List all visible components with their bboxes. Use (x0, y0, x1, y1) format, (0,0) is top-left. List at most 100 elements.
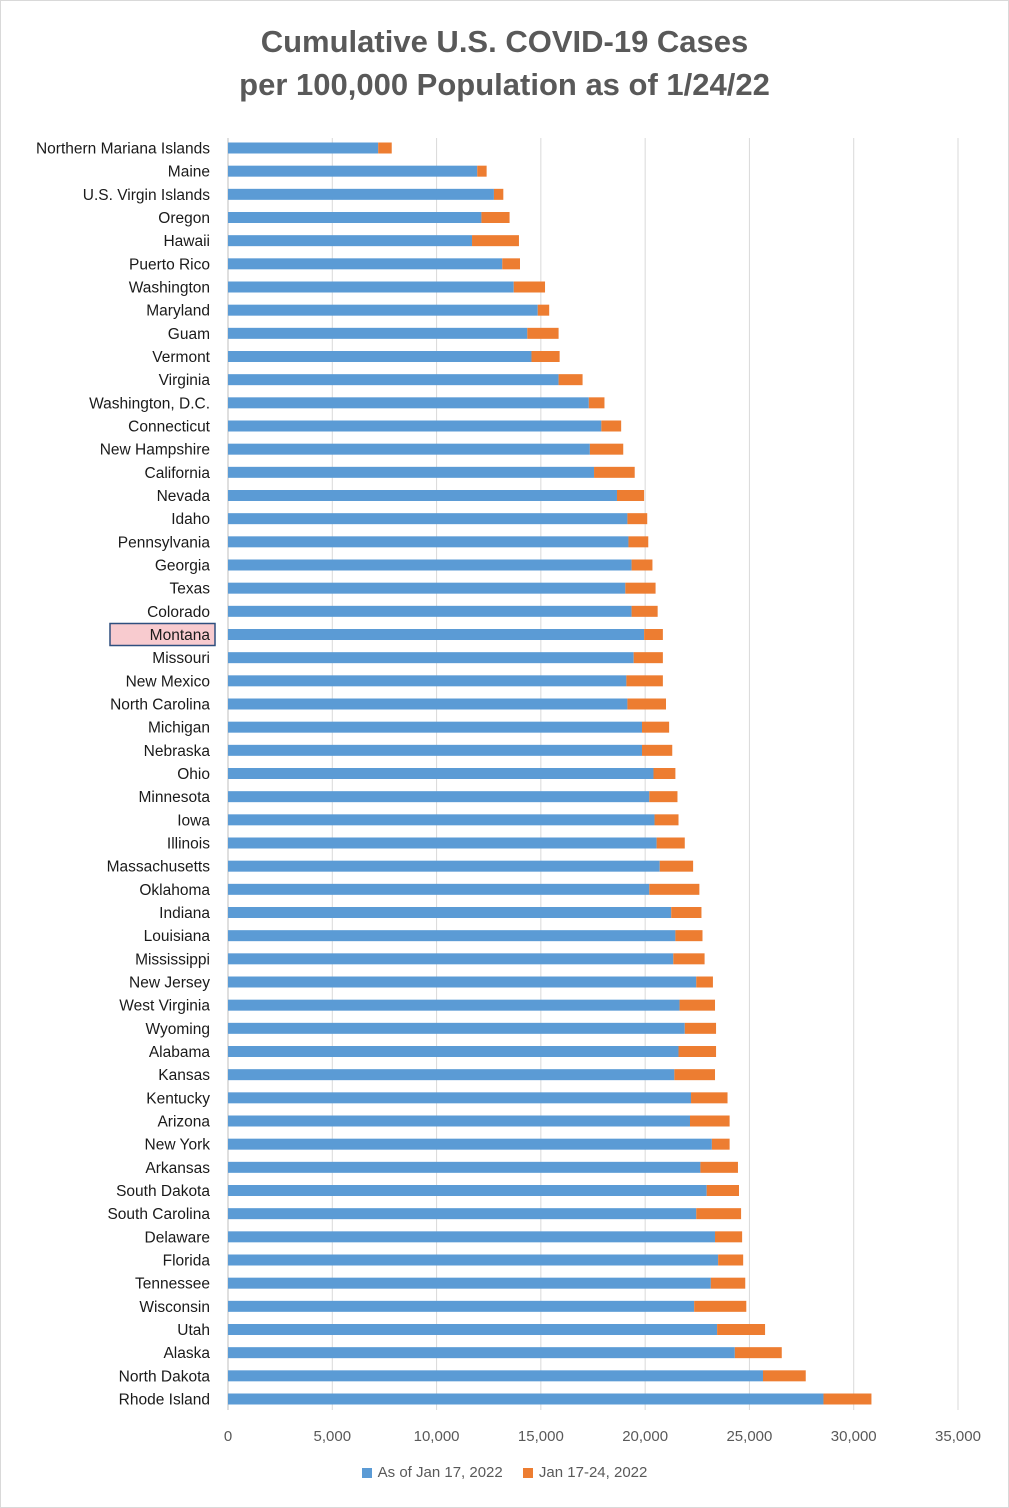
bar-jan-17-24 (649, 883, 700, 895)
category-label: Missouri (152, 650, 210, 667)
bar-as-of-jan-17 (228, 235, 473, 247)
bar-jan-17-24 (718, 1254, 744, 1266)
bar-as-of-jan-17 (228, 397, 589, 409)
category-label: Pennsylvania (118, 534, 211, 551)
bar-jan-17-24 (696, 976, 713, 988)
category-label: Florida (163, 1253, 211, 1270)
bar-jan-17-24 (678, 1046, 717, 1057)
bar-jan-17-24 (671, 907, 702, 918)
category-label: Guam (168, 326, 210, 343)
category-label: Louisiana (144, 928, 211, 945)
category-label: Oregon (158, 210, 210, 227)
bar-jan-17-24 (762, 1370, 806, 1382)
category-label: Michigan (148, 720, 210, 737)
legend-label-series-0: As of Jan 17, 2022 (377, 1464, 503, 1481)
category-label: Minnesota (138, 789, 210, 806)
legend-label-series-1: Jan 17-24, 2022 (538, 1464, 648, 1481)
bars (228, 142, 872, 1405)
bar-jan-17-24 (675, 930, 703, 942)
bar-jan-17-24 (588, 397, 605, 409)
bar-as-of-jan-17 (228, 1208, 697, 1220)
bar-as-of-jan-17 (228, 721, 643, 733)
bar-as-of-jan-17 (228, 1046, 679, 1057)
category-label: Alabama (149, 1044, 211, 1061)
bar-jan-17-24 (710, 1277, 746, 1289)
category-label: South Carolina (107, 1206, 210, 1223)
category-label: South Dakota (116, 1183, 210, 1200)
bar-jan-17-24 (673, 953, 705, 965)
bar-jan-17-24 (653, 768, 676, 779)
x-tick-label: 5,000 (314, 1428, 352, 1445)
bar-jan-17-24 (477, 165, 487, 177)
category-label: Wisconsin (139, 1299, 210, 1316)
category-label: Puerto Rico (129, 256, 210, 273)
bar-jan-17-24 (717, 1324, 766, 1335)
bar-jan-17-24 (823, 1393, 872, 1405)
bar-jan-17-24 (711, 1138, 730, 1150)
category-label: Ohio (177, 766, 210, 783)
category-label: New Jersey (129, 975, 210, 992)
bar-jan-17-24 (589, 443, 624, 455)
category-label: Colorado (147, 604, 210, 621)
bar-jan-17-24 (472, 235, 519, 247)
bar-as-of-jan-17 (228, 374, 559, 386)
category-label: Wyoming (146, 1021, 210, 1038)
bar-as-of-jan-17 (228, 791, 650, 803)
bar-as-of-jan-17 (228, 1393, 824, 1405)
chart-title-line-1: Cumulative U.S. COVID-19 Cases (260, 24, 749, 59)
bar-jan-17-24 (659, 860, 694, 872)
category-label: West Virginia (119, 998, 210, 1015)
bar-as-of-jan-17 (228, 860, 660, 872)
bar-as-of-jan-17 (228, 953, 674, 965)
bar-jan-17-24 (654, 814, 679, 826)
legend-swatch-series-0 (361, 1467, 372, 1478)
category-label: Hawaii (163, 233, 210, 250)
x-tick-label: 10,000 (414, 1428, 460, 1445)
bar-jan-17-24 (625, 582, 656, 594)
category-label: California (145, 465, 211, 482)
bar-jan-17-24 (694, 1300, 747, 1312)
bar-jan-17-24 (644, 629, 663, 640)
bar-jan-17-24 (537, 304, 550, 316)
bar-as-of-jan-17 (228, 420, 602, 432)
bar-jan-17-24 (674, 1069, 716, 1081)
category-labels: Northern Mariana Islands Maine U.S. Virgin… (36, 141, 211, 1409)
bar-jan-17-24 (502, 258, 520, 270)
bar-as-of-jan-17 (228, 513, 628, 525)
bar-as-of-jan-17 (228, 907, 672, 918)
category-label: North Dakota (119, 1368, 211, 1385)
category-label: Delaware (145, 1229, 210, 1246)
bar-jan-17-24 (531, 351, 560, 362)
bar-as-of-jan-17 (228, 1231, 716, 1243)
bar-as-of-jan-17 (228, 490, 617, 501)
bar-jan-17-24 (616, 490, 645, 501)
highlight-box-montana (109, 622, 216, 647)
bar-as-of-jan-17 (228, 930, 676, 942)
bar-as-of-jan-17 (228, 883, 650, 895)
bar-as-of-jan-17 (228, 652, 634, 664)
bar-as-of-jan-17 (228, 188, 494, 200)
bar-jan-17-24 (700, 1161, 738, 1173)
bar-as-of-jan-17 (228, 1069, 675, 1081)
category-label: Arizona (157, 1114, 210, 1131)
bar-jan-17-24 (642, 721, 670, 733)
bar-jan-17-24 (656, 837, 685, 849)
bar-jan-17-24 (642, 744, 673, 756)
bar-as-of-jan-17 (228, 999, 680, 1011)
bar-jan-17-24 (734, 1347, 782, 1359)
category-label: U.S. Virgin Islands (83, 187, 210, 204)
legend-item-series-1: Jan 17-24, 2022 (522, 1464, 648, 1481)
bar-as-of-jan-17 (228, 1092, 692, 1104)
highlight-layer (109, 622, 216, 647)
bar-as-of-jan-17 (228, 559, 632, 571)
legend: As of Jan 17, 2022 Jan 17-24, 2022 (0, 1464, 1009, 1482)
bar-as-of-jan-17 (228, 1022, 685, 1034)
bar-jan-17-24 (631, 559, 653, 571)
category-label: Virginia (159, 372, 211, 389)
chart-title-line-2: per 100,000 Population as of 1/24/22 (239, 67, 770, 102)
category-label: New York (145, 1137, 211, 1154)
bar-jan-17-24 (627, 698, 666, 710)
bar-as-of-jan-17 (228, 1115, 690, 1127)
bar-as-of-jan-17 (228, 1277, 711, 1289)
category-label: Massachusetts (107, 859, 211, 876)
